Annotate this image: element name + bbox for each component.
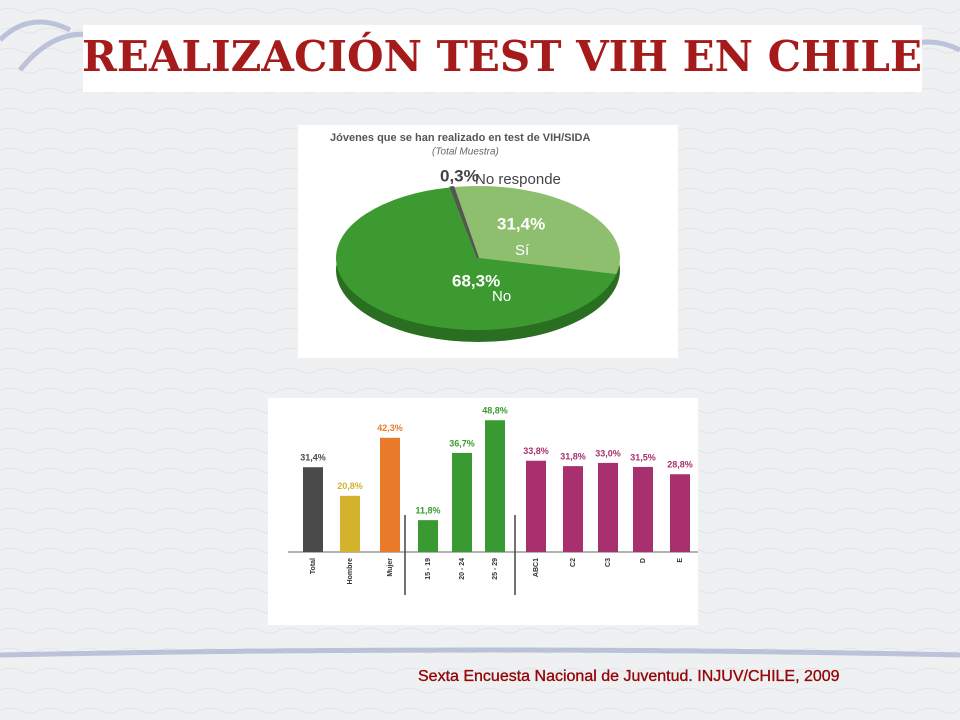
x-tick-label: 15 - 19 [425, 558, 432, 580]
bar-value-label: 36,7% [449, 438, 475, 448]
x-tick-label: 20 - 24 [459, 558, 466, 580]
bar-value-label: 31,5% [630, 452, 656, 462]
bar [452, 452, 472, 552]
bar-value-label: 31,4% [300, 453, 326, 463]
x-tick-label: Mujer [387, 558, 394, 577]
bar-value-label: 42,3% [377, 423, 403, 433]
bar [598, 462, 618, 552]
pie-title: Jóvenes que se han realizado en test de … [330, 132, 590, 144]
bar [563, 466, 583, 552]
slice-value-label: 0,3% [440, 166, 479, 185]
bar-value-label: 28,8% [667, 460, 693, 470]
decor-swoosh [0, 19, 960, 658]
slice-value-label: 31,4% [497, 214, 545, 233]
bar [340, 495, 360, 552]
bar-panel [268, 398, 698, 625]
bar-chart: 31,4% Total 20,8% Hombre 42,3% Mujer 11,8% 15 -… [288, 406, 698, 595]
footer-source: Sexta Encuesta Nacional de Juventud. INJ… [418, 668, 840, 685]
x-tick-label: D [640, 558, 647, 563]
x-tick-label: ABC1 [533, 558, 540, 577]
pie-subtitle: (Total Muestra) [432, 147, 499, 158]
x-tick-label: E [677, 558, 684, 563]
bar [670, 474, 690, 552]
slide-title: REALIZACIÓN TEST VIH EN CHILE [82, 31, 922, 81]
bar [303, 467, 323, 552]
bar-value-label: 11,8% [415, 506, 440, 516]
bar-value-label: 20,8% [337, 481, 363, 491]
pie-slice [335, 187, 617, 330]
bar [418, 520, 438, 552]
bar-value-label: 33,8% [523, 446, 549, 456]
x-tick-label: 25 - 29 [492, 558, 499, 580]
x-tick-label: C3 [605, 558, 612, 567]
x-tick-label: Total [310, 558, 317, 574]
pie-chart: 31,4% Sí 68,3%No 0,3%No responde [335, 166, 620, 342]
bar [485, 420, 505, 552]
bar [526, 460, 546, 552]
bar-value-label: 48,8% [482, 406, 508, 416]
x-tick-label: C2 [570, 558, 577, 567]
bar-value-label: 31,8% [560, 452, 586, 462]
slice-value-label: 68,3% [452, 271, 500, 290]
slice-category-label: Sí [515, 242, 530, 259]
slice-category-label: No [492, 288, 511, 305]
pie-slice [449, 186, 479, 259]
bar [380, 437, 400, 552]
pie-slice [453, 186, 620, 275]
x-tick-label: Hombre [347, 558, 354, 585]
title-box [83, 25, 922, 92]
slice-category-label: No responde [475, 171, 561, 188]
bar [633, 466, 653, 552]
bar-value-label: 33,0% [595, 448, 621, 458]
